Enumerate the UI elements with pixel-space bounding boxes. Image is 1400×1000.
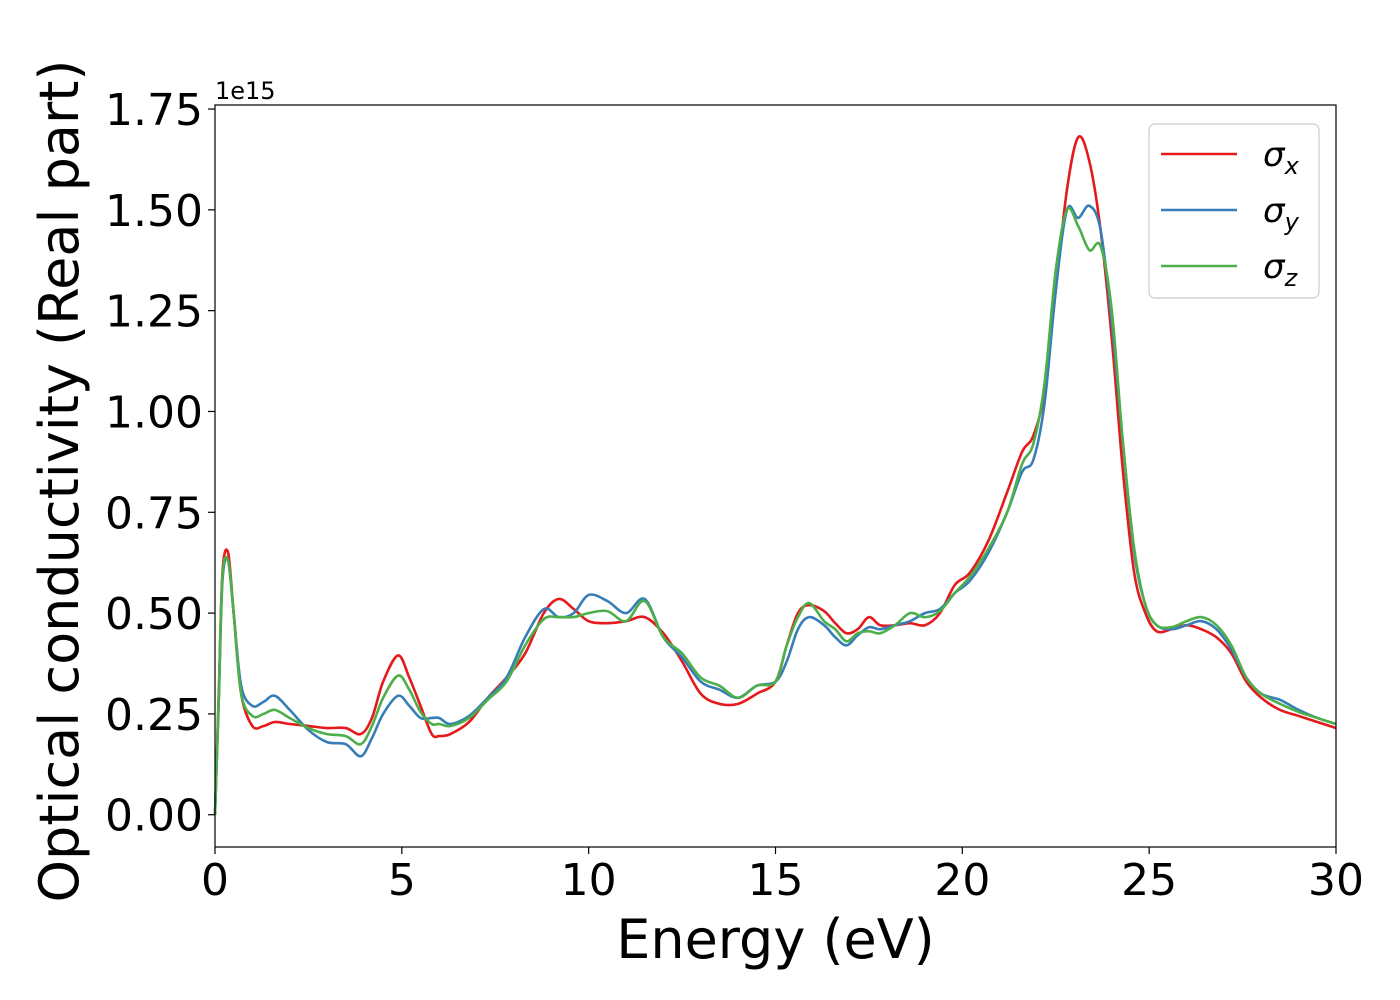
x-axis-ticks: 0 5 10 15 20 25 30 bbox=[201, 847, 1364, 906]
series-layer bbox=[213, 135, 1337, 815]
y-tick-label: 0.75 bbox=[105, 488, 203, 539]
legend-label-y: σy bbox=[1263, 191, 1300, 236]
x-tick-label: 30 bbox=[1308, 855, 1364, 906]
y-tick-label: 1.25 bbox=[105, 287, 203, 338]
x-tick-label: 20 bbox=[934, 855, 990, 906]
x-tick-label: 0 bbox=[201, 855, 229, 906]
x-tick-label: 25 bbox=[1121, 855, 1177, 906]
legend-label-z: σz bbox=[1263, 247, 1299, 292]
y-tick-label: 1.75 bbox=[105, 85, 203, 136]
y-axis-offset-label: 1e15 bbox=[215, 77, 276, 105]
y-axis-ticks: 0.00 0.25 0.50 0.75 1.00 1.25 1.50 1.75 bbox=[105, 85, 215, 842]
x-tick-label: 5 bbox=[388, 855, 416, 906]
legend-label-x: σx bbox=[1263, 135, 1300, 180]
y-tick-label: 1.50 bbox=[105, 186, 203, 237]
x-tick-label: 15 bbox=[748, 855, 804, 906]
y-axis-label: Optical conductivity (Real part) bbox=[28, 60, 91, 903]
legend: σx σy σz bbox=[1148, 123, 1320, 299]
y-tick-label: 0.50 bbox=[105, 589, 203, 640]
y-tick-label: 0.25 bbox=[105, 690, 203, 741]
x-axis-label: Energy (eV) bbox=[616, 908, 935, 971]
x-tick-label: 10 bbox=[561, 855, 617, 906]
y-tick-label: 1.00 bbox=[105, 387, 203, 438]
y-tick-label: 0.00 bbox=[105, 791, 203, 842]
series-line-z bbox=[213, 206, 1337, 815]
